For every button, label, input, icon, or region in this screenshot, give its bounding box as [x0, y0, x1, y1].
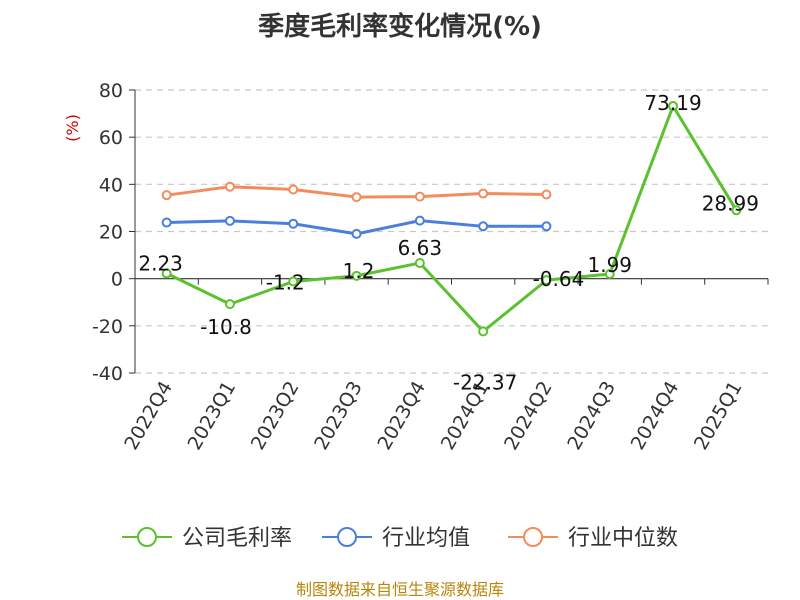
- legend-marker: [137, 527, 157, 547]
- data-labels: 2.23 -10.8 -1.2 1.2 6.63 -22.37 -0.641.99 73.19…: [138, 91, 759, 394]
- data-point: [351, 270, 362, 281]
- data-point: [541, 275, 552, 286]
- legend-item-1[interactable]: 行业均值: [322, 526, 470, 551]
- y-tick-label: 40: [99, 174, 123, 196]
- x-tick-label: 2024Q4: [627, 378, 684, 454]
- y-unit-label: (%): [63, 114, 82, 142]
- data-point: [161, 268, 172, 279]
- data-label: -22.37: [453, 370, 517, 394]
- data-point: [731, 205, 742, 216]
- data-label: -0.64: [533, 267, 585, 291]
- legend-marker: [337, 527, 357, 547]
- data-point: [668, 101, 679, 112]
- data-label: 1.2: [343, 259, 375, 283]
- data-label: 73.19: [644, 91, 701, 115]
- x-tick-label: 2024Q3: [563, 378, 620, 454]
- x-tick-label: 2023Q1: [184, 378, 241, 454]
- data-label: 6.63: [398, 236, 443, 260]
- data-label: 28.99: [702, 191, 759, 215]
- data-point: [541, 221, 552, 232]
- data-point: [224, 181, 235, 192]
- chart-title: 季度毛利率变化情况(%): [258, 12, 542, 42]
- data-point: [604, 268, 615, 279]
- y-tick-label: -20: [92, 316, 123, 338]
- data-label: -10.8: [200, 315, 252, 339]
- data-point: [224, 299, 235, 310]
- data-point: [161, 190, 172, 201]
- legend-item-2[interactable]: 行业中位数: [508, 526, 678, 551]
- y-tick-label: -40: [92, 363, 123, 385]
- data-point: [478, 221, 489, 232]
- data-point: [414, 215, 425, 226]
- source-note: 制图数据来自恒生聚源数据库: [295, 580, 504, 599]
- data-point: [414, 258, 425, 269]
- legend-marker: [523, 527, 543, 547]
- legend-label: 公司毛利率: [182, 526, 292, 551]
- y-tick-label: 20: [99, 222, 123, 244]
- data-point: [478, 326, 489, 337]
- legend-label: 行业均值: [382, 526, 470, 551]
- data-point: [224, 215, 235, 226]
- data-point: [351, 228, 362, 239]
- series-line-0: [165, 104, 738, 333]
- y-tick-label: 60: [99, 127, 123, 149]
- y-tick-label: 80: [99, 80, 123, 102]
- data-point: [351, 192, 362, 203]
- x-axis: 2022Q4 2023Q1 2023Q2 2023Q3 2023Q4 2024Q1 2024…: [120, 278, 769, 454]
- data-label: 2.23: [138, 251, 183, 275]
- series-layer: [161, 101, 742, 337]
- data-label: -1.2: [266, 270, 305, 294]
- data-point: [288, 184, 299, 195]
- legend: 公司毛利率 行业均值 行业中位数: [122, 526, 678, 551]
- data-label: 1.99: [587, 253, 632, 277]
- x-tick-label: 2023Q4: [373, 378, 430, 454]
- x-tick-label: 2025Q1: [690, 378, 747, 454]
- x-tick-label: 2022Q4: [120, 378, 177, 454]
- data-point: [478, 188, 489, 199]
- data-point: [288, 218, 299, 229]
- data-point: [414, 191, 425, 202]
- legend-item-0[interactable]: 公司毛利率: [122, 526, 292, 551]
- x-tick-label: 2023Q3: [310, 378, 367, 454]
- legend-label: 行业中位数: [568, 526, 678, 551]
- y-tick-label: 0: [111, 269, 123, 291]
- data-point: [161, 217, 172, 228]
- y-axis: 80 60 40 20 0 -20 -40: [92, 80, 136, 385]
- data-point: [541, 189, 552, 200]
- x-tick-label: 2023Q2: [247, 378, 304, 454]
- data-point: [288, 276, 299, 287]
